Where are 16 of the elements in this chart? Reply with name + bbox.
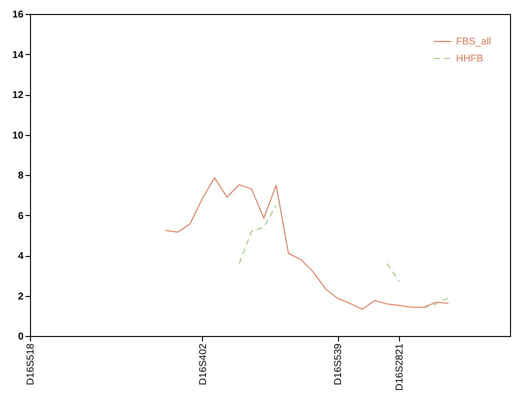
legend-label: FBS_all bbox=[456, 36, 492, 48]
y-tick-label: 12 bbox=[12, 90, 24, 101]
legend-label: HHFB bbox=[456, 54, 484, 64]
y-tick-label: 4 bbox=[18, 251, 24, 262]
y-tick-label: 10 bbox=[12, 130, 24, 142]
y-tick-label: 0 bbox=[18, 332, 24, 342]
y-tick-label: 8 bbox=[18, 170, 24, 182]
y-tick-label: 6 bbox=[18, 210, 24, 222]
x-tick-label: D16S518 bbox=[26, 343, 36, 386]
line-series bbox=[164, 177, 449, 310]
x-tick-label: D16S2821 bbox=[394, 343, 406, 391]
x-tick-label: D16S539 bbox=[333, 343, 344, 386]
y-tick-label: 16 bbox=[12, 10, 24, 20]
y-tick-label: 14 bbox=[12, 50, 24, 61]
y-tick-label: 2 bbox=[18, 291, 24, 302]
x-tick-label: D16S402 bbox=[198, 343, 209, 386]
